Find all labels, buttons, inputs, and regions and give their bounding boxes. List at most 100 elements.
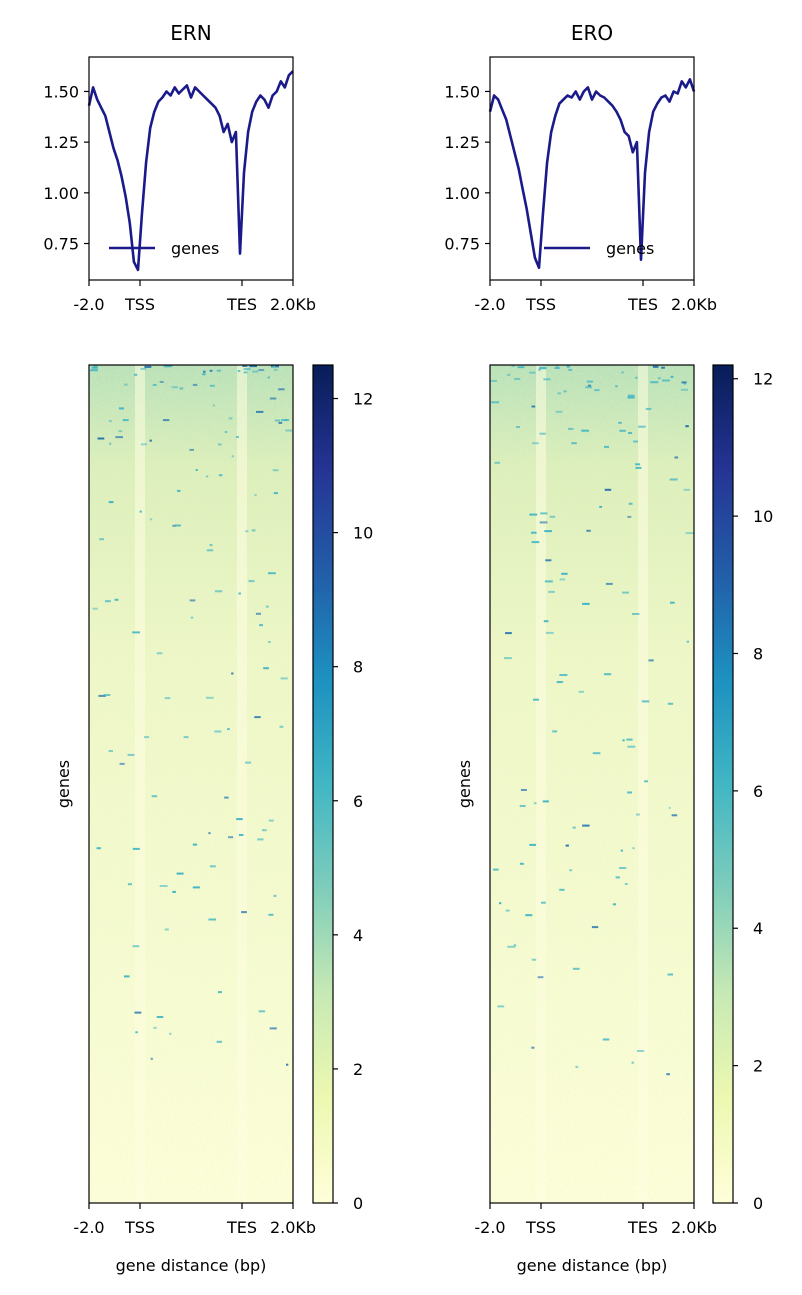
heatmap-speckle <box>674 456 679 459</box>
heatmap-speckle <box>627 745 636 748</box>
heatmap-speckle <box>122 419 129 422</box>
heatmap-speckle <box>90 369 98 372</box>
heatmap-speckle <box>224 431 228 433</box>
heatmap-speckle <box>257 838 264 841</box>
heatmap-speckle <box>152 384 157 386</box>
heatmap-speckle <box>212 404 215 407</box>
heatmap-speckle <box>627 515 632 518</box>
heatmap-speckle <box>544 580 553 583</box>
heatmap-speckle <box>209 384 215 387</box>
heatmap-axes-frame <box>489 364 695 1204</box>
heatmap-speckle <box>504 657 512 660</box>
heatmap-speckle <box>624 883 628 885</box>
heatmap-speckle <box>548 590 555 593</box>
heatmap-speckle <box>556 365 559 368</box>
heatmap-speckle <box>269 397 277 400</box>
heatmap-speckle <box>124 975 130 978</box>
heatmap-band <box>536 365 546 1203</box>
heatmap-speckle <box>568 368 573 371</box>
heatmap-speckle <box>519 862 524 865</box>
heatmap-speckle <box>529 843 537 846</box>
heatmap-speckle <box>680 388 688 391</box>
heatmap-speckle <box>209 865 216 868</box>
heatmap-speckle <box>572 826 576 829</box>
heatmap-speckle <box>228 836 234 839</box>
heatmap-ylabel: genes <box>54 760 73 808</box>
ern-profile-plot: ERN 0.75 1.00 1.25 1.50 -2.0 TSS TES 2.0Kb genes <box>43 21 316 314</box>
heatmap-speckle <box>581 429 589 432</box>
heatmap-speckle <box>169 1032 172 1035</box>
heatmap-speckle <box>149 518 153 521</box>
heatmap-speckle <box>641 700 650 703</box>
heatmap-speckle <box>578 690 585 693</box>
heatmap-speckle <box>105 600 111 603</box>
heatmap-speckle <box>497 1005 505 1008</box>
heatmap-speckle <box>151 795 158 798</box>
x-tick-label: TSS <box>124 1218 155 1237</box>
heatmap-speckle <box>159 885 168 887</box>
heatmap-speckle <box>285 418 290 421</box>
heatmap-texture <box>89 365 293 1203</box>
heatmap-speckle <box>683 382 686 385</box>
heatmap-speckle <box>238 834 244 836</box>
heatmap-speckle <box>631 1061 634 1064</box>
heatmap-speckle <box>666 1073 670 1076</box>
heatmap-band <box>237 365 247 1203</box>
heatmap-speckle <box>119 762 125 765</box>
heatmap-speckle <box>532 442 539 445</box>
heatmap-speckle <box>268 913 274 916</box>
heatmap-speckle <box>638 425 646 428</box>
colorbar-tick-label: 10 <box>353 524 373 543</box>
heatmap-speckle <box>267 376 270 379</box>
heatmap-speckle <box>519 805 526 807</box>
heatmap-speckle <box>243 368 251 371</box>
profile-axes-frame <box>489 56 695 281</box>
heatmap-speckle <box>505 909 510 912</box>
x-tick-label: 2.0Kb <box>270 1218 316 1237</box>
colorbar-tick-label: 8 <box>753 644 763 663</box>
heatmap-speckle <box>507 373 511 376</box>
heatmap-speckle <box>243 371 248 374</box>
heatmap-speckle <box>164 697 171 700</box>
heatmap-speckle <box>190 616 194 619</box>
heatmap-speckle <box>539 432 546 435</box>
heatmap-speckle <box>140 443 147 446</box>
heatmap-speckle <box>619 429 626 432</box>
heatmap-speckle <box>549 515 556 518</box>
colorbar-gradient <box>712 364 734 1204</box>
heatmap-speckle <box>237 370 241 372</box>
heatmap-speckle <box>569 869 573 872</box>
x-tick-label: 2.0Kb <box>671 1218 717 1237</box>
heatmap-speckle <box>280 677 288 680</box>
heatmap-speckle <box>195 469 198 471</box>
heatmap-speckle <box>172 524 176 527</box>
heatmap-speckle <box>202 373 206 376</box>
heatmap-speckle <box>216 369 221 372</box>
heatmap-speckle <box>568 427 574 430</box>
legend-label: genes <box>606 239 654 258</box>
ero-colorbar: 0 2 4 6 8 10 12 <box>712 364 773 1213</box>
heatmap-speckle <box>93 365 98 368</box>
heatmap-speckle <box>263 667 269 670</box>
heatmap-speckle <box>571 442 577 445</box>
heatmap-speckle <box>245 530 249 533</box>
x-tick-label: TSS <box>525 1218 556 1237</box>
heatmap-axes-frame <box>88 364 294 1204</box>
heatmap-speckle <box>255 612 261 615</box>
profile-line-genes <box>87 70 294 272</box>
heatmap-speckle <box>669 478 678 481</box>
heatmap-speckle <box>575 1065 579 1068</box>
heatmap-speckle <box>533 802 537 805</box>
heatmap-speckle <box>635 463 641 466</box>
heatmap-xlabel: gene distance (bp) <box>517 1256 668 1275</box>
heatmap-speckle <box>529 371 536 374</box>
heatmap-speckle <box>604 445 609 448</box>
heatmap-speckle <box>538 368 541 371</box>
heatmap-speckle <box>109 442 112 445</box>
heatmap-speckle <box>658 377 661 380</box>
heatmap-speckle <box>612 903 617 906</box>
heatmap-speckle <box>604 488 612 491</box>
heatmap-speckle <box>172 890 176 893</box>
heatmap-speckle <box>235 436 239 438</box>
